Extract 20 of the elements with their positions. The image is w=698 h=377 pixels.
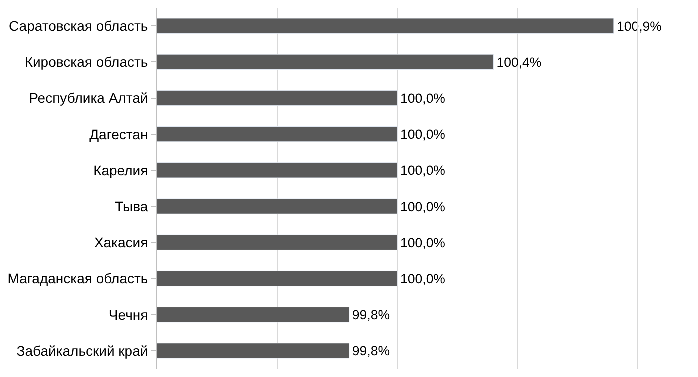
y-tick-label: Чечня xyxy=(108,306,148,323)
data-label: 100,0% xyxy=(400,271,446,286)
y-tick-label: Дагестан xyxy=(90,126,148,142)
data-label: 100,4% xyxy=(496,54,542,70)
y-tick-label: Карелия xyxy=(94,162,148,178)
data-label: 100,9% xyxy=(616,18,662,34)
y-tick-label: Магаданская область xyxy=(8,270,148,287)
data-label: 99,8% xyxy=(352,344,390,359)
y-tick-label: Забайкальский край xyxy=(16,342,148,359)
y-tick-label: Хакасия xyxy=(94,234,148,251)
data-label: 99,8% xyxy=(352,308,390,323)
data-label: 100,0% xyxy=(400,163,446,178)
data-label: 100,0% xyxy=(400,90,446,106)
data-label: 100,0% xyxy=(400,199,446,214)
data-label: 100,0% xyxy=(400,127,446,142)
data-label: 100,0% xyxy=(400,235,446,250)
y-tick-label: Кировская область xyxy=(24,54,148,70)
y-tick-label: Саратовская область xyxy=(9,18,148,34)
y-tick-label: Республика Алтай xyxy=(29,90,148,106)
y-tick-label: Тыва xyxy=(115,198,148,214)
